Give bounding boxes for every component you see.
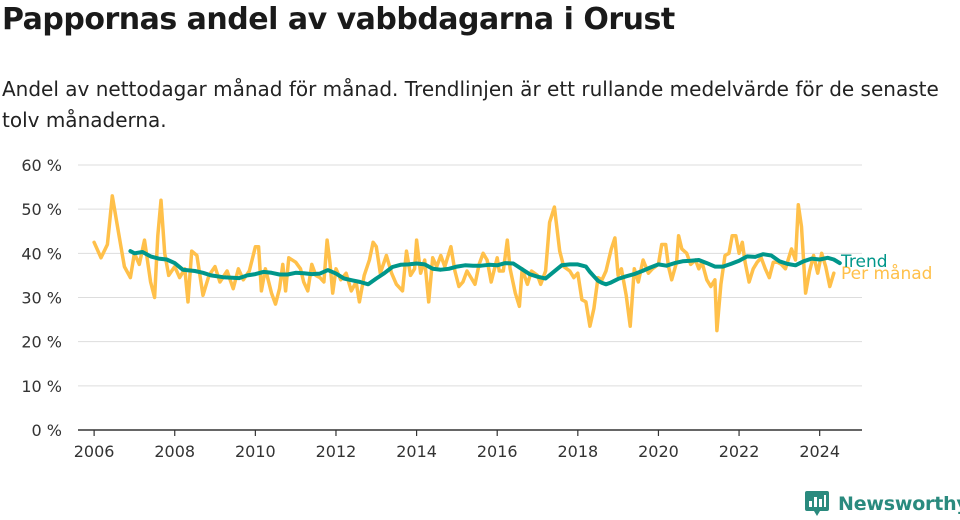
- x-tick-label: 2014: [396, 442, 437, 461]
- y-tick-label: 30 %: [21, 289, 62, 308]
- y-tick-label: 40 %: [21, 244, 62, 263]
- monthly-label: Per månad: [841, 263, 932, 284]
- series-lines: [92, 194, 842, 333]
- brand-name: Newsworthy: [838, 493, 960, 515]
- y-axis-ticks: 0 % 10 % 20 % 30 % 40 % 50 % 60 %: [21, 156, 62, 440]
- newsworthy-logo: Newsworthy: [804, 490, 960, 518]
- y-tick-label: 50 %: [21, 200, 62, 219]
- y-tick-label: 20 %: [21, 333, 62, 352]
- x-axis: 2006 2008 2010 2012 2014 2016 2018 2020 2022 2024: [74, 429, 862, 461]
- x-tick-label: 2024: [799, 442, 840, 461]
- x-tick-label: 2022: [719, 442, 760, 461]
- trend-line: [128, 249, 842, 287]
- gridlines: [78, 164, 862, 387]
- y-tick-label: 10 %: [21, 377, 62, 396]
- trend-label: Trend: [840, 252, 888, 272]
- x-tick-label: 2016: [477, 442, 518, 461]
- y-tick-label: 0 %: [32, 421, 62, 440]
- logo-icon: [805, 491, 829, 516]
- y-tick-label: 60 %: [21, 156, 62, 175]
- x-tick-label: 2018: [557, 442, 598, 461]
- x-tick-label: 2008: [154, 442, 195, 461]
- x-tick-label: 2020: [638, 442, 679, 461]
- x-tick-label: 2006: [74, 442, 115, 461]
- chart-subtitle: Andel av nettodagar månad för månad. Tre…: [2, 77, 939, 132]
- x-tick-label: 2010: [235, 442, 276, 461]
- x-tick-label: 2012: [316, 442, 357, 461]
- chart-title: Pappornas andel av vabbdagarna i Orust: [2, 2, 675, 37]
- monthly-line: [92, 194, 836, 333]
